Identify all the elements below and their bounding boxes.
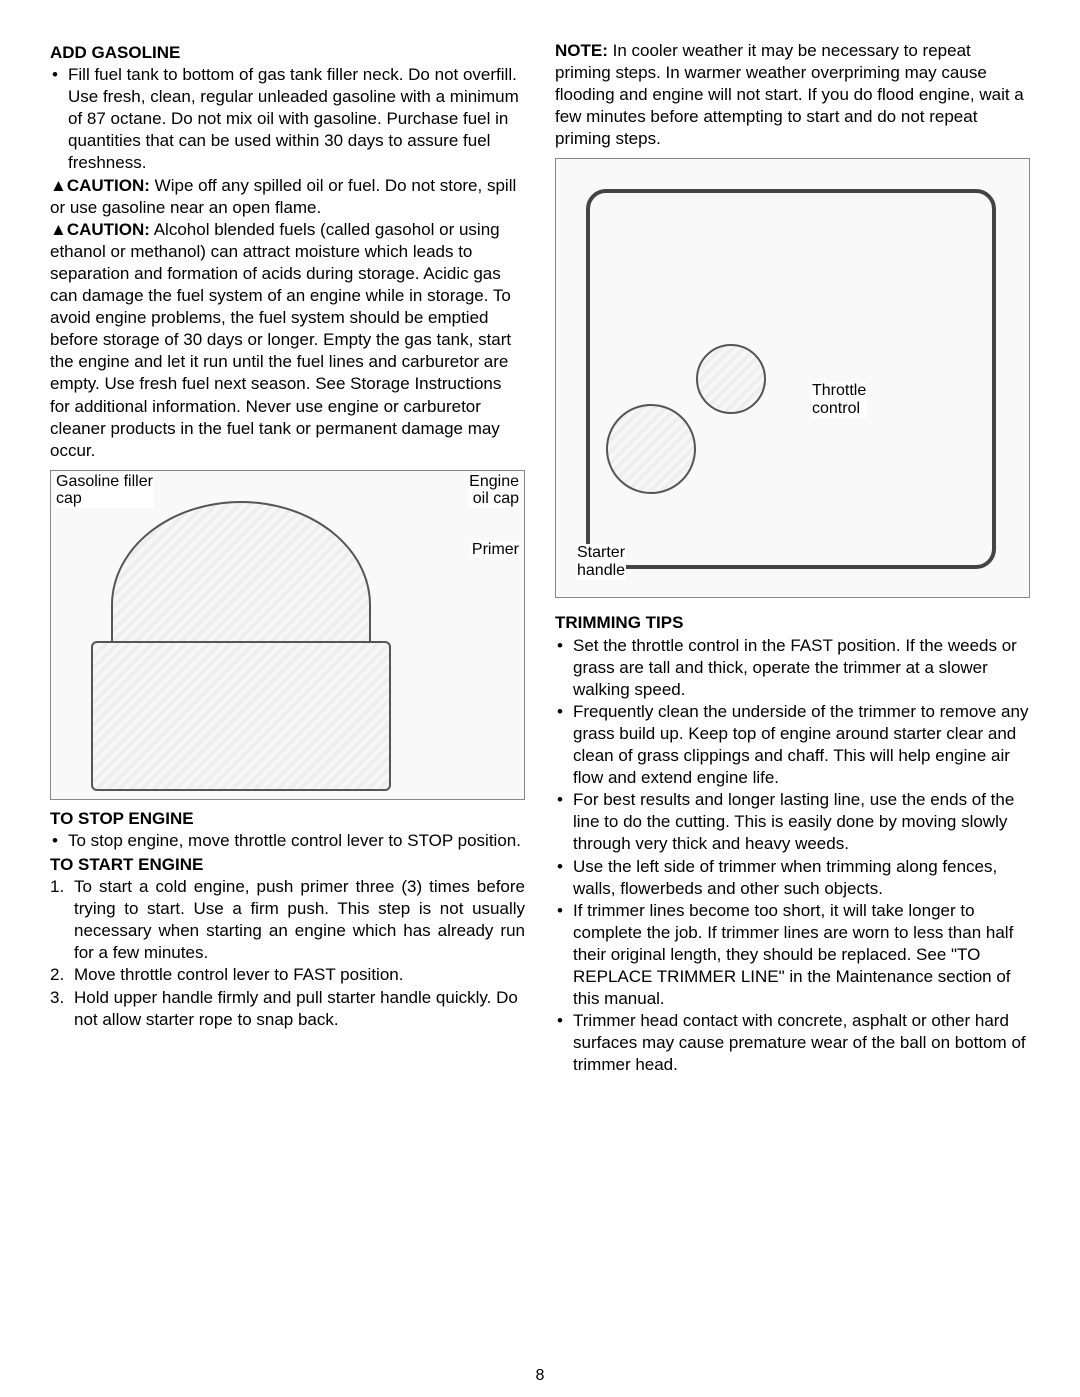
trimming-tip-2: Frequently clean the underside of the tr… xyxy=(573,701,1030,789)
to-start-list: To start a cold engine, push primer thre… xyxy=(50,876,525,1031)
caution-2: ▲CAUTION: Alcohol blended fuels (called … xyxy=(50,219,525,462)
to-stop-list: To stop engine, move throttle control le… xyxy=(50,830,525,852)
starter-handle-label: Starter handle xyxy=(576,544,626,579)
warning-triangle-icon: ▲ xyxy=(50,175,67,197)
add-gasoline-list: Fill fuel tank to bottom of gas tank fil… xyxy=(50,64,525,174)
caution-2-label: CAUTION: xyxy=(67,220,150,239)
note-text: In cooler weather it may be necessary to… xyxy=(555,41,1024,148)
left-column: ADD GASOLINE Fill fuel tank to bottom of… xyxy=(50,40,525,1076)
engine-oil-cap-label: Engine oil cap xyxy=(468,473,520,508)
note-label: NOTE: xyxy=(555,41,608,60)
right-column: NOTE: In cooler weather it may be necess… xyxy=(555,40,1030,1076)
trimming-tip-4: Use the left side of trimmer when trimmi… xyxy=(573,856,1030,900)
to-stop-bullet: To stop engine, move throttle control le… xyxy=(68,830,525,852)
trimming-tips-heading: TRIMMING TIPS xyxy=(555,612,1030,634)
gas-filler-cap-label: Gasoline filler cap xyxy=(55,473,154,508)
trimming-tips-list: Set the throttle control in the FAST pos… xyxy=(555,635,1030,1077)
trimming-tip-6: Trimmer head contact with concrete, asph… xyxy=(573,1010,1030,1076)
note-paragraph: NOTE: In cooler weather it may be necess… xyxy=(555,40,1030,150)
to-start-item-2: Move throttle control lever to FAST posi… xyxy=(68,964,525,986)
warning-triangle-icon: ▲ xyxy=(50,219,67,241)
to-start-item-3: Hold upper handle firmly and pull starte… xyxy=(68,987,525,1031)
to-start-heading: TO START ENGINE xyxy=(50,854,525,876)
caution-1: ▲ CAUTION: Wipe off any spilled oil or f… xyxy=(50,175,525,219)
trimming-tip-5: If trimmer lines become too short, it wi… xyxy=(573,900,1030,1010)
add-gasoline-heading: ADD GASOLINE xyxy=(50,42,525,64)
to-start-item-1: To start a cold engine, push primer thre… xyxy=(68,876,525,964)
trimming-tip-3: For best results and longer lasting line… xyxy=(573,789,1030,855)
handle-figure: Throttle control Starter handle xyxy=(555,158,1030,598)
engine-figure: Gasoline filler cap Engine oil cap Prime… xyxy=(50,470,525,800)
primer-label: Primer xyxy=(471,541,520,559)
add-gasoline-bullet: Fill fuel tank to bottom of gas tank fil… xyxy=(68,64,525,174)
caution-1-label: CAUTION: xyxy=(67,176,150,195)
two-column-layout: ADD GASOLINE Fill fuel tank to bottom of… xyxy=(50,40,1030,1076)
to-stop-heading: TO STOP ENGINE xyxy=(50,808,525,830)
caution-2-text: Alcohol blended fuels (called gasohol or… xyxy=(50,220,511,460)
throttle-control-label: Throttle control xyxy=(811,382,867,417)
trimming-tip-1: Set the throttle control in the FAST pos… xyxy=(573,635,1030,701)
page-number: 8 xyxy=(536,1366,545,1387)
